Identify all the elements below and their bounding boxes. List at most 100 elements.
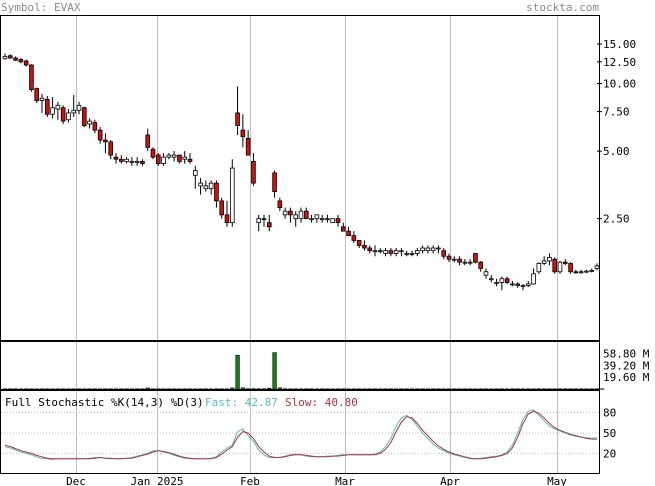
price-tick-label: 2.50 [603, 213, 630, 226]
volume-bar [8, 388, 13, 390]
candle [467, 259, 473, 266]
volume-bar [39, 388, 45, 390]
candle [118, 155, 124, 164]
volume-bar [267, 387, 272, 390]
volume-bar [600, 388, 605, 390]
candle [473, 253, 478, 264]
stochastic-title: Full Stochastic %K(14,3) %D(3) [5, 396, 204, 409]
volume-bar [330, 388, 335, 390]
candle [187, 153, 193, 164]
candle [436, 245, 441, 254]
volume-bar [203, 388, 209, 390]
candle [346, 226, 351, 237]
candle [18, 57, 24, 64]
volume-tick-label: 58.80 M [603, 348, 650, 361]
candle [557, 260, 563, 274]
candle [235, 86, 240, 135]
candle [478, 260, 484, 272]
volume-bar [76, 388, 82, 390]
volume-bar [526, 388, 531, 390]
candle [145, 128, 151, 152]
volume-bar [240, 387, 246, 390]
volume-bar [483, 388, 489, 390]
volume-bar [103, 388, 108, 390]
volume-bar [193, 388, 198, 390]
candle [488, 275, 494, 283]
candle [261, 214, 267, 227]
candle [219, 197, 225, 219]
candle [420, 245, 425, 254]
volume-bar [578, 388, 584, 390]
candle [525, 280, 531, 288]
volume-bar [113, 388, 119, 390]
price-panel-frame [0, 15, 600, 341]
volume-bar [420, 388, 425, 390]
candle [240, 114, 246, 148]
volume-bar [13, 388, 18, 390]
candle [140, 159, 145, 166]
candle [34, 87, 40, 103]
volume-bar [531, 388, 536, 390]
candle [256, 214, 262, 232]
volume-bar [245, 388, 251, 390]
volume-bar [261, 388, 267, 390]
candle [340, 222, 346, 232]
candle [314, 214, 320, 223]
candle [134, 157, 140, 166]
stochastic-panel-frame [0, 390, 600, 474]
volume-bar [351, 388, 357, 390]
volume-bar [425, 388, 431, 390]
candle [266, 214, 272, 232]
candle [7, 54, 13, 59]
price-tick-label: 12.50 [603, 56, 636, 69]
volume-bar [256, 388, 261, 390]
volume-bar [404, 388, 409, 390]
candle [87, 118, 92, 129]
volume-bar [504, 388, 510, 390]
volume-bar [441, 388, 446, 390]
volume-bar [541, 388, 547, 390]
candle [108, 140, 114, 160]
volume-bar [235, 355, 240, 390]
candle [520, 283, 526, 291]
candle [203, 180, 209, 192]
volume-bar [399, 388, 404, 390]
candle [367, 245, 373, 254]
site-watermark: stockta.com [526, 1, 599, 14]
volume-bar [219, 388, 224, 390]
price-tick-label: 7.50 [603, 106, 630, 119]
candle [578, 269, 584, 274]
volume-bar [314, 388, 320, 390]
stochastic-panel: 80 50 20 Full Stochastic %K(14,3) %D(3) Fa… [0, 390, 616, 474]
candle [55, 101, 61, 120]
volume-bar [309, 388, 314, 390]
volume-bar [2, 388, 8, 390]
candle [298, 207, 304, 223]
volume-bar [71, 388, 76, 390]
volume-bar [325, 388, 330, 390]
candle [372, 245, 378, 257]
x-axis-labels: Dec Jan 2025 Feb Mar Apr May [66, 475, 567, 486]
volume-bar [515, 388, 520, 390]
volume-bar [187, 388, 193, 390]
symbol-label: Symbol: EVAX [1, 1, 81, 14]
volume-bar [45, 388, 50, 390]
volume-bar [29, 388, 34, 390]
volume-bar [288, 388, 293, 390]
volume-bar [552, 388, 557, 390]
volume-bar [82, 388, 87, 390]
candle [198, 177, 203, 195]
volume-bar [520, 388, 526, 390]
candle [155, 153, 161, 166]
x-tick-label: Apr [440, 475, 460, 486]
volume-bar [55, 388, 61, 390]
volume-gridlines [76, 342, 558, 389]
volume-bar [467, 388, 473, 390]
volume-bar [362, 388, 367, 390]
candle [182, 151, 188, 164]
volume-bars [2, 352, 605, 390]
candle [446, 253, 452, 263]
volume-bar [335, 388, 341, 390]
stochastic-axis-labels: 80 50 20 [603, 407, 616, 461]
volume-bar [415, 388, 420, 390]
